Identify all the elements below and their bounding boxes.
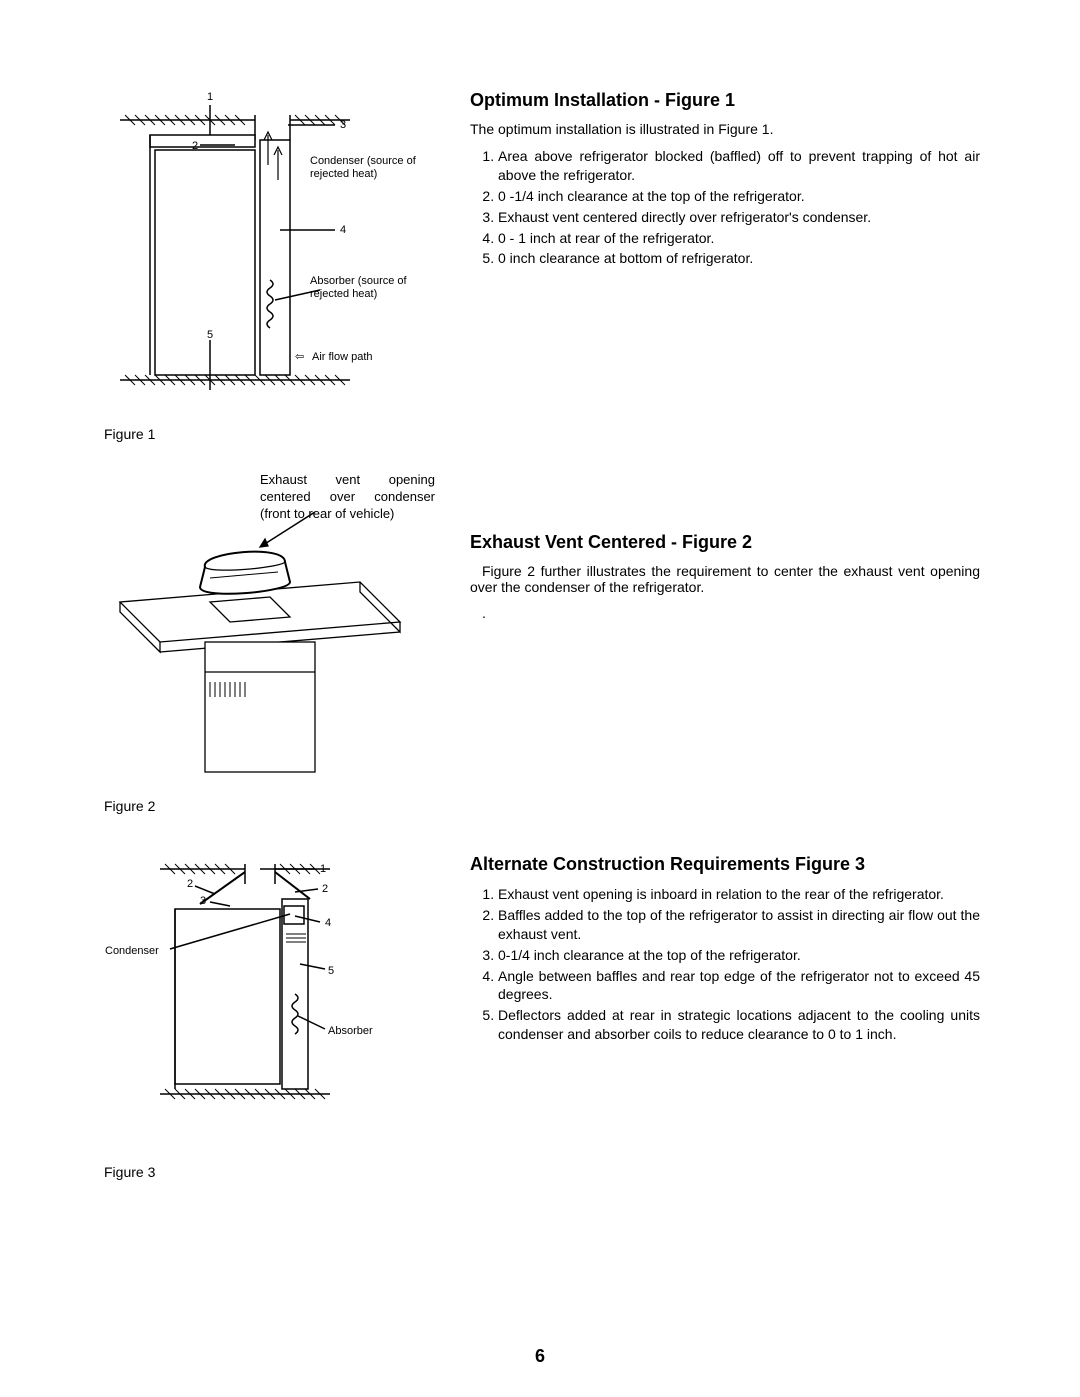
- section1-list: Area above refrigerator blocked (baffled…: [470, 147, 980, 268]
- fig2-label: Exhaust vent opening centered over conde…: [260, 472, 435, 523]
- fig3-label-2l: 2: [187, 878, 193, 890]
- section3-text: Alternate Construction Requirements Figu…: [470, 844, 980, 1046]
- list-item: Angle between baffles and rear top edge …: [498, 967, 980, 1005]
- list-item: Exhaust vent opening is inboard in relat…: [498, 885, 980, 904]
- fig1-label-4: 4: [340, 224, 346, 236]
- page-number: 6: [0, 1346, 1080, 1367]
- section2-text: Exhaust Vent Centered - Figure 2 Figure …: [470, 472, 980, 631]
- section1-text: Optimum Installation - Figure 1 The opti…: [470, 80, 980, 270]
- list-item: 0-1/4 inch clearance at the top of the r…: [498, 946, 980, 965]
- list-item: Baffles added to the top of the refriger…: [498, 906, 980, 944]
- fig3-label-4: 4: [325, 917, 331, 929]
- figure2-caption: Figure 2: [104, 798, 155, 814]
- list-item: 0 -1/4 inch clearance at the top of the …: [498, 187, 980, 206]
- section2-intro: Figure 2 further illustrates the require…: [470, 563, 980, 595]
- fig3-label-5: 5: [328, 965, 334, 977]
- figure1-diagram: 1 2 3 4 5 Condenser (source of rejected …: [100, 80, 440, 420]
- figure3-caption: Figure 3: [104, 1164, 155, 1180]
- list-item: Deflectors added at rear in strategic lo…: [498, 1006, 980, 1044]
- section2-dot: .: [470, 605, 980, 621]
- section1-heading: Optimum Installation - Figure 1: [470, 90, 980, 111]
- section-alternate-construction: 1 2 2 3 4 5 Condenser Absorber Figure 3 …: [100, 844, 980, 1180]
- fig1-label-2: 2: [192, 140, 198, 152]
- fig3-label-absorber: Absorber: [328, 1025, 373, 1037]
- figure1-caption: Figure 1: [104, 426, 155, 442]
- figure3-diagram: 1 2 2 3 4 5 Condenser Absorber: [100, 844, 440, 1144]
- fig1-label-1: 1: [207, 91, 213, 103]
- page-content: 1 2 3 4 5 Condenser (source of rejected …: [100, 80, 980, 1180]
- fig1-label-3: 3: [340, 119, 346, 131]
- list-item: Exhaust vent centered directly over refr…: [498, 208, 980, 227]
- section2-heading: Exhaust Vent Centered - Figure 2: [470, 532, 980, 553]
- list-item: 0 - 1 inch at rear of the refrigerator.: [498, 229, 980, 248]
- fig3-label-1: 1: [320, 863, 326, 875]
- fig1-label-airflow: Air flow path: [312, 351, 373, 363]
- section3-list: Exhaust vent opening is inboard in relat…: [470, 885, 980, 1044]
- section-optimum-installation: 1 2 3 4 5 Condenser (source of rejected …: [100, 80, 980, 442]
- fig3-label-2r: 2: [322, 883, 328, 895]
- figure2-column: Exhaust vent opening centered over conde…: [100, 472, 440, 814]
- fig1-label-5: 5: [207, 329, 213, 341]
- figure3-column: 1 2 2 3 4 5 Condenser Absorber Figure 3: [100, 844, 440, 1180]
- fig1-label-absorber: Absorber (source of rejected heat): [310, 275, 430, 301]
- fig3-label-3: 3: [200, 895, 206, 907]
- airflow-arrow-icon: ⇦: [295, 351, 304, 363]
- section3-heading: Alternate Construction Requirements Figu…: [470, 854, 980, 875]
- fig3-label-condenser: Condenser: [105, 945, 159, 957]
- figure1-column: 1 2 3 4 5 Condenser (source of rejected …: [100, 80, 440, 442]
- figure2-diagram: Exhaust vent opening centered over conde…: [100, 472, 440, 792]
- fig1-label-condenser: Condenser (source of rejected heat): [310, 155, 430, 181]
- section1-intro: The optimum installation is illustrated …: [470, 121, 980, 137]
- list-item: Area above refrigerator blocked (baffled…: [498, 147, 980, 185]
- list-item: 0 inch clearance at bottom of refrigerat…: [498, 249, 980, 268]
- section-exhaust-vent: Exhaust vent opening centered over conde…: [100, 472, 980, 814]
